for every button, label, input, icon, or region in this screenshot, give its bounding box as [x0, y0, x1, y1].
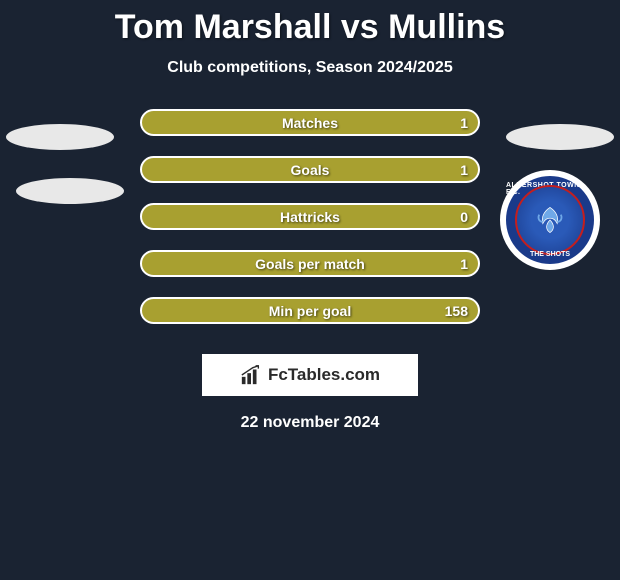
- stat-label: Hattricks: [280, 209, 340, 225]
- decoration-ellipse-left-1: [6, 124, 114, 150]
- stat-row-goals: Goals 1: [140, 156, 480, 183]
- stat-row-matches: Matches 1: [140, 109, 480, 136]
- club-badge: ALDERSHOT TOWN F.C. THE SHOTS: [500, 170, 600, 270]
- stat-value: 1: [460, 115, 468, 131]
- stat-value: 158: [445, 303, 468, 319]
- stat-label: Matches: [282, 115, 338, 131]
- stat-label: Min per goal: [269, 303, 351, 319]
- badge-text-bottom: THE SHOTS: [530, 251, 570, 258]
- date-text: 22 november 2024: [0, 414, 620, 432]
- stat-value: 0: [460, 209, 468, 225]
- brand-text: FcTables.com: [268, 365, 380, 385]
- stat-value: 1: [460, 256, 468, 272]
- brand-box[interactable]: FcTables.com: [202, 354, 418, 396]
- stat-row-goals-per-match: Goals per match 1: [140, 250, 480, 277]
- phoenix-icon: [532, 202, 568, 238]
- decoration-ellipse-left-2: [16, 178, 124, 204]
- club-badge-inner: [515, 185, 585, 255]
- decoration-ellipse-right: [506, 124, 614, 150]
- stat-label: Goals per match: [255, 256, 365, 272]
- chart-icon: [240, 364, 262, 386]
- stat-value: 1: [460, 162, 468, 178]
- stat-row-min-per-goal: Min per goal 158: [140, 297, 480, 324]
- stat-label: Goals: [291, 162, 330, 178]
- stat-row-hattricks: Hattricks 0: [140, 203, 480, 230]
- page-title: Tom Marshall vs Mullins: [0, 0, 620, 47]
- page-subtitle: Club competitions, Season 2024/2025: [0, 59, 620, 77]
